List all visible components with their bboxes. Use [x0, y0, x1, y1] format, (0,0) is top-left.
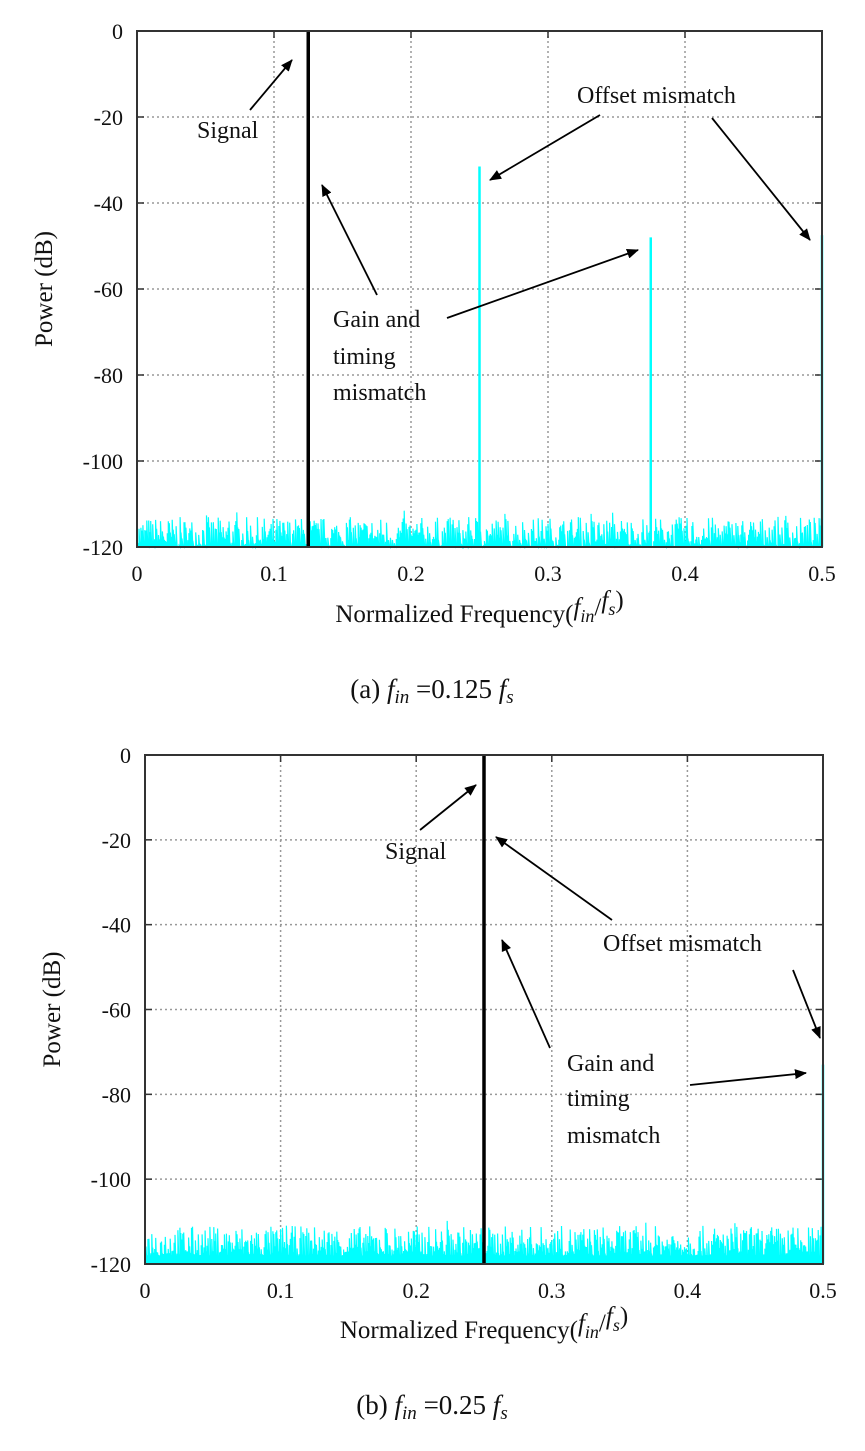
y-tick-label: -120	[91, 1252, 131, 1277]
caption-part: (b)	[356, 1390, 394, 1420]
x-axis-label-part: f	[601, 587, 611, 614]
y-tick-label: -40	[94, 191, 123, 216]
x-tick-label: 0.4	[671, 561, 699, 586]
annotation-arrow	[792, 969, 821, 1039]
y-tick-label: -100	[83, 449, 123, 474]
chart-a: 0 0.1 0.2 0.3 0.4 0.5 0 -20 -40 -60 -80 -100 -120 Sig…	[31, 19, 836, 708]
annotation-label: Signal	[385, 839, 447, 865]
y-tick-label: -40	[102, 913, 131, 938]
y-axis-label: Power (dB)	[31, 231, 58, 347]
x-tick-label: 0.1	[267, 1278, 295, 1303]
y-tick-label: -100	[91, 1167, 131, 1192]
caption-part: =0.125	[409, 674, 498, 704]
caption-part: f	[499, 674, 510, 704]
annotation-label: Signal	[197, 118, 259, 144]
plot-frame	[144, 754, 824, 1265]
annotation-label: mismatch	[567, 1123, 660, 1149]
x-axis-label-part: Normalized Frequency(	[340, 1317, 578, 1344]
x-axis-label-part: s	[613, 1315, 620, 1335]
caption-part: f	[387, 674, 398, 704]
caption-part: f	[395, 1390, 406, 1420]
y-tick-label: -120	[83, 535, 123, 560]
x-axis-label-part: )	[620, 1303, 628, 1330]
x-axis-label-part: Normalized Frequency(	[335, 601, 573, 628]
x-axis-label-part: in	[580, 606, 594, 626]
annotation-arrow	[489, 114, 601, 181]
annotation-arrow	[321, 184, 378, 296]
annotation-label: timing	[567, 1086, 630, 1112]
x-tick-label: 0	[140, 1278, 151, 1303]
x-axis-label-part: f	[578, 1310, 588, 1337]
caption-part: s	[500, 1403, 507, 1424]
caption-part: (a)	[350, 674, 387, 704]
x-tick-label: 0.3	[534, 561, 562, 586]
x-tick-label: 0.5	[808, 561, 836, 586]
x-axis-label-part: )	[615, 587, 623, 614]
y-tick-label: -80	[94, 363, 123, 388]
chart-caption: (b) fin =0.25 fs	[356, 1390, 507, 1424]
x-tick-label: 0.5	[809, 1278, 837, 1303]
annotation-label: Offset mismatch	[603, 931, 762, 957]
x-axis-label-part: in	[585, 1322, 599, 1342]
y-tick-label: 0	[112, 19, 123, 44]
caption-part: s	[506, 687, 513, 708]
x-tick-label: 0.2	[397, 561, 425, 586]
y-axis-label: Power (dB)	[39, 952, 66, 1068]
x-tick-label: 0.3	[538, 1278, 566, 1303]
annotation-arrow	[711, 117, 811, 241]
x-tick-label: 0	[132, 561, 143, 586]
annotation-label: mismatch	[333, 380, 426, 406]
x-axis-label-part: /	[594, 594, 601, 621]
plot-frame	[136, 30, 823, 548]
chart-caption: (a) fin =0.125 fs	[350, 674, 513, 708]
annotation-arrow	[446, 248, 639, 319]
annotation-label: timing	[333, 344, 396, 370]
x-axis-label-part: f	[606, 1303, 616, 1330]
noise-floor-series	[137, 510, 823, 550]
x-axis-label-part: /	[599, 1310, 606, 1337]
annotation-label: Offset mismatch	[577, 83, 736, 109]
chart-b: 0 0.1 0.2 0.3 0.4 0.5 0 -20 -40 -60 -80 -100 -120 Sig…	[39, 743, 837, 1424]
x-tick-label: 0.1	[260, 561, 288, 586]
annotation-arrow	[689, 1069, 807, 1086]
x-axis-label-part: f	[573, 594, 583, 621]
annotation-arrow	[495, 836, 613, 921]
annotation-arrow	[419, 784, 477, 831]
annotation-arrow	[501, 939, 551, 1049]
annotation-label: Gain and	[567, 1051, 654, 1077]
x-axis-label-part: s	[608, 599, 615, 619]
y-tick-label: -20	[94, 105, 123, 130]
x-axis-label: Normalized Frequency(fin/fs)	[340, 1303, 628, 1344]
x-tick-label: 0.2	[402, 1278, 430, 1303]
caption-part: in	[402, 1403, 417, 1424]
x-tick-label: 0.4	[674, 1278, 702, 1303]
y-tick-label: -20	[102, 828, 131, 853]
caption-part: =0.25	[417, 1390, 493, 1420]
annotation-label: Gain and	[333, 307, 420, 333]
caption-part: f	[493, 1390, 504, 1420]
y-tick-label: -60	[102, 998, 131, 1023]
caption-part: in	[395, 687, 410, 708]
y-tick-label: 0	[120, 743, 131, 768]
annotation-arrow	[249, 59, 293, 111]
y-tick-label: -80	[102, 1082, 131, 1107]
x-axis-label: Normalized Frequency(fin/fs)	[335, 587, 623, 628]
y-tick-label: -60	[94, 277, 123, 302]
